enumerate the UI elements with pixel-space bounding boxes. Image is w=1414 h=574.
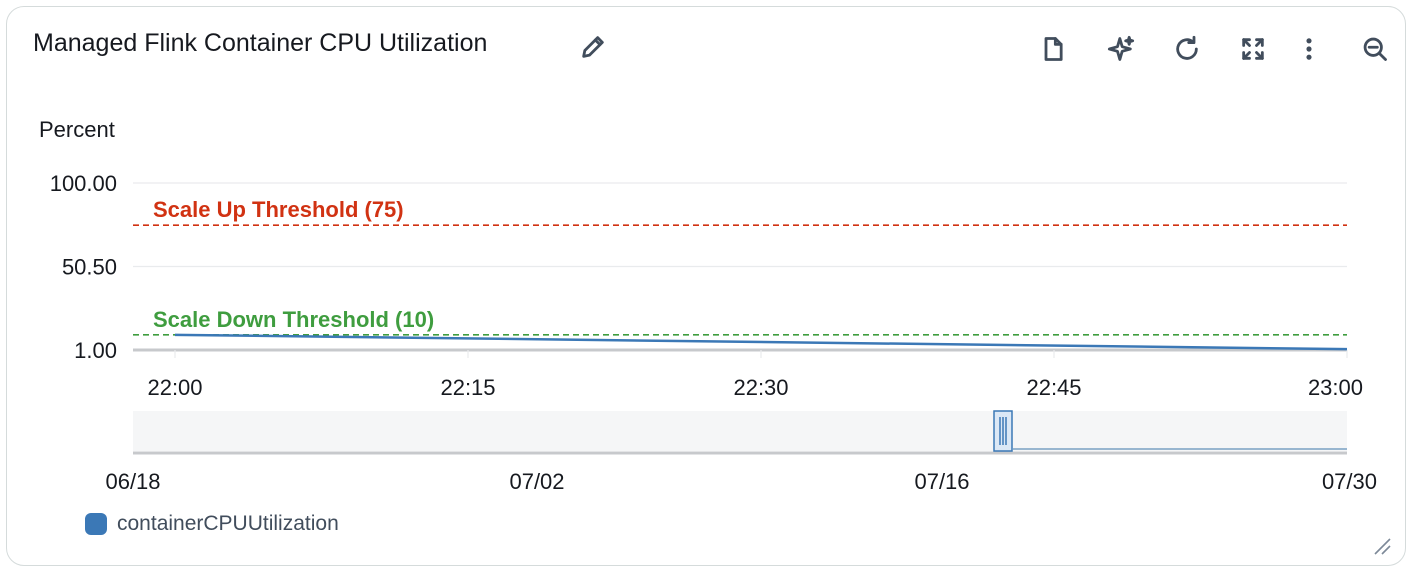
series-line	[174, 333, 1348, 351]
navigator-tick-label: 07/16	[914, 469, 969, 494]
y-tick-label: 1.00	[74, 338, 117, 363]
navigator-background[interactable]	[133, 411, 1347, 451]
resize-handle-icon[interactable]	[1373, 537, 1391, 555]
y-tick-label: 100.00	[50, 171, 117, 196]
legend-swatch	[85, 513, 107, 535]
navigator-tick-label: 07/02	[509, 469, 564, 494]
threshold-lines: Scale Up Threshold (75) Scale Down Thresh…	[133, 197, 1347, 336]
threshold-label: Scale Up Threshold (75)	[153, 197, 404, 222]
navigator-tick-label: 06/18	[105, 469, 160, 494]
navigator-tick-labels: 06/18 07/02 07/16 07/30	[105, 469, 1377, 494]
more-icon[interactable]	[1289, 29, 1329, 69]
dashboard-widget: Managed Flink Container CPU Utilization …	[6, 6, 1406, 566]
x-tick-labels: 22:00 22:15 22:30 22:45 23:00	[147, 375, 1363, 400]
legend[interactable]: containerCPUUtilization	[85, 512, 339, 536]
sparkle-icon[interactable]	[1101, 29, 1141, 69]
y-tick-label: 50.50	[62, 255, 117, 280]
legend-label: containerCPUUtilization	[117, 512, 339, 535]
y-axis-label: Percent	[39, 117, 115, 142]
edit-icon[interactable]	[573, 27, 613, 67]
navigator-brush-handle[interactable]	[993, 410, 1013, 452]
refresh-icon[interactable]	[1167, 29, 1207, 69]
navigator-tick-label: 07/30	[1322, 469, 1377, 494]
threshold-label: Scale Down Threshold (10)	[153, 307, 434, 332]
x-tick-label: 22:30	[733, 375, 788, 400]
x-tick-label: 22:45	[1026, 375, 1081, 400]
document-icon[interactable]	[1033, 29, 1073, 69]
grid	[133, 182, 1348, 358]
y-tick-labels: 100.00 50.50 1.00	[50, 171, 117, 363]
x-tick-label: 23:00	[1308, 375, 1363, 400]
chart: Percent 100.00 50.50 1.00 Scale Up Thresho…	[39, 117, 1377, 494]
widget-title: Managed Flink Container CPU Utilization	[33, 29, 488, 57]
series-lines	[174, 333, 1348, 351]
zoom-out-icon[interactable]	[1355, 29, 1395, 69]
x-tick-label: 22:15	[440, 375, 495, 400]
fullscreen-icon[interactable]	[1233, 29, 1273, 69]
x-tick-label: 22:00	[147, 375, 202, 400]
